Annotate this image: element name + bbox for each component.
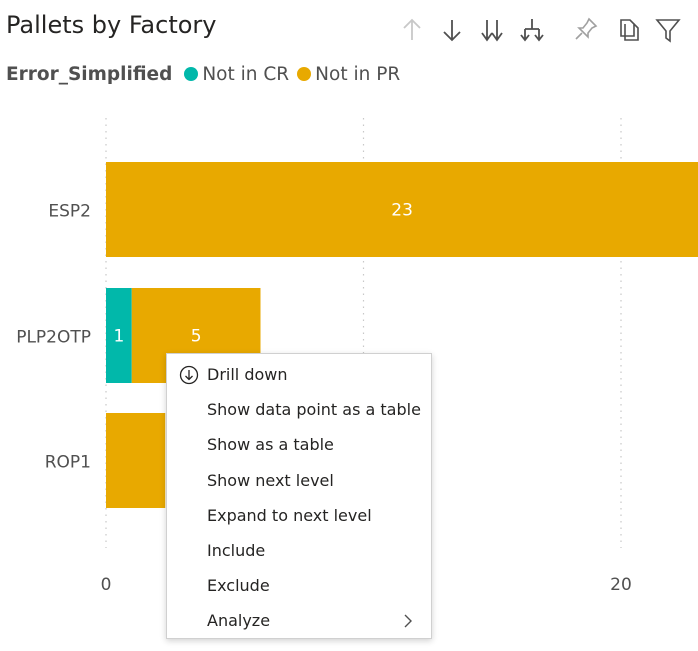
drill-down-icon [179,365,199,385]
legend-item-not-in-pr[interactable]: Not in PR [297,64,400,85]
legend: Error_Simplified Not in CR Not in PR [6,62,408,86]
legend-dot-not-in-cr [184,67,199,81]
x-tick-label: 20 [610,575,632,595]
drill-up-arrow-icon[interactable] [397,14,427,46]
data-label: 5 [191,327,202,347]
menu-item-show-data-point-as-table[interactable]: Show data point as a table [167,392,431,427]
context-menu: Drill down Show data point as a table Sh… [166,353,432,639]
category-label: PLP2OTP [16,328,91,348]
menu-item-label: Expand to next level [207,505,372,525]
legend-item-not-in-cr[interactable]: Not in CR [184,64,289,85]
menu-item-analyze[interactable]: Analyze [167,603,431,638]
menu-item-label: Show as a table [207,435,334,455]
legend-label-not-in-cr: Not in CR [202,63,290,85]
menu-item-label: Drill down [207,365,288,384]
menu-item-label: Show data point as a table [207,400,421,420]
menu-item-show-as-table[interactable]: Show as a table [167,427,431,462]
legend-label-not-in-pr: Not in PR [315,63,401,85]
menu-item-drill-down[interactable]: Drill down [167,357,431,392]
filter-icon[interactable] [653,14,683,46]
menu-item-label: Include [207,540,266,560]
data-label: 1 [113,327,124,347]
menu-item-label: Analyze [207,611,271,631]
data-label: 23 [391,201,413,221]
chart-svg: 23 ESP2 1 5 PLP2OTP ROP1 0 20 [16,118,698,595]
chevron-right-icon [404,614,412,628]
copy-icon[interactable] [613,14,643,46]
menu-item-exclude[interactable]: Exclude [167,568,431,603]
menu-item-label: Exclude [207,576,270,596]
pin-icon[interactable] [571,14,601,46]
category-label: ROP1 [45,453,91,473]
menu-item-label: Show next level [207,470,334,490]
double-arrow-down-icon[interactable] [477,14,507,46]
menu-item-include[interactable]: Include [167,533,431,568]
visual-title: Pallets by Factory [6,11,217,39]
bar-segment[interactable] [106,162,698,257]
menu-item-show-next-level[interactable]: Show next level [167,463,431,498]
x-tick-label: 0 [101,575,112,595]
chart-area: 23 ESP2 1 5 PLP2OTP ROP1 0 20 [0,100,698,620]
drill-down-arrow-icon[interactable] [437,14,467,46]
menu-item-expand-to-next-level[interactable]: Expand to next level [167,498,431,533]
expand-hierarchy-icon[interactable] [517,14,547,46]
legend-title: Error_Simplified [6,63,173,85]
category-label: ESP2 [48,202,91,222]
bar-segment[interactable] [106,288,132,383]
legend-dot-not-in-pr [297,67,312,81]
bar-segment[interactable] [106,413,166,508]
